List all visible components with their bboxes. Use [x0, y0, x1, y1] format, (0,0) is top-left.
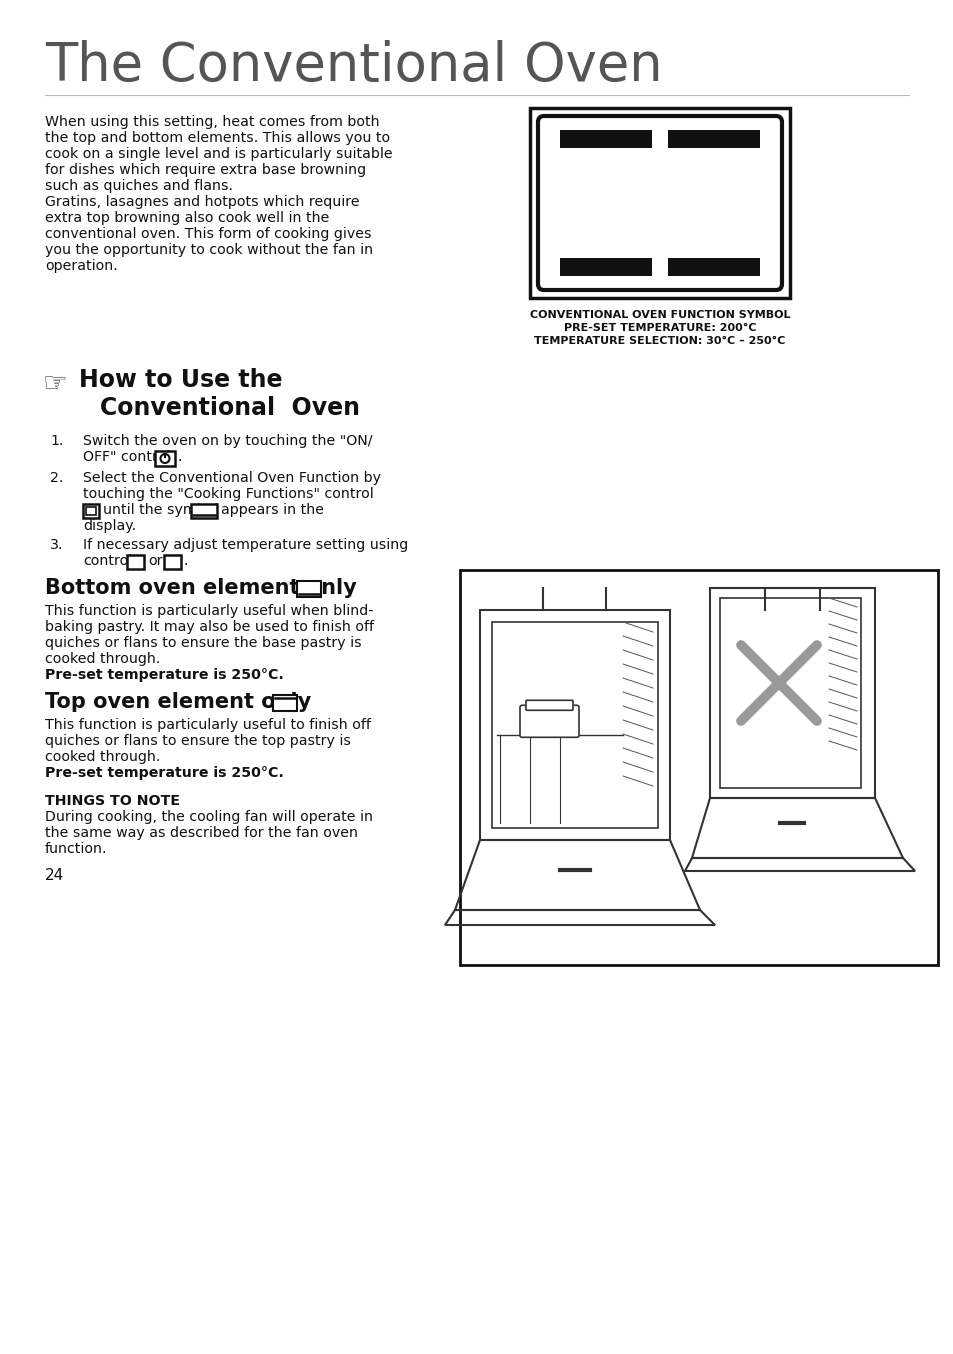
Bar [191, 504, 216, 519]
Text: If necessary adjust temperature setting using: If necessary adjust temperature setting … [83, 538, 408, 552]
Text: appears in the: appears in the [221, 502, 324, 517]
Text: quiches or flans to ensure the base pastry is: quiches or flans to ensure the base past… [45, 636, 361, 650]
FancyBboxPatch shape [537, 116, 781, 290]
Text: Gratins, lasagnes and hotpots which require: Gratins, lasagnes and hotpots which requ… [45, 195, 359, 209]
Text: Bottom oven element only: Bottom oven element only [45, 578, 356, 598]
Text: 3.: 3. [50, 538, 64, 552]
Text: TEMPERATURE SELECTION: 30°C – 250°C: TEMPERATURE SELECTION: 30°C – 250°C [534, 336, 785, 347]
Text: function.: function. [45, 842, 108, 856]
Text: The Conventional Oven: The Conventional Oven [45, 41, 662, 92]
Bar [83, 504, 99, 519]
Text: PRE-SET TEMPERATURE: 200°C: PRE-SET TEMPERATURE: 200°C [563, 324, 756, 333]
Text: control: control [83, 554, 132, 567]
Text: −: − [167, 555, 178, 569]
Text: cooked through.: cooked through. [45, 750, 160, 764]
Text: until the symbol: until the symbol [103, 502, 218, 517]
Bar [709, 588, 874, 798]
Text: 2.: 2. [50, 471, 63, 485]
Text: quiches or flans to ensure the top pastry is: quiches or flans to ensure the top pastr… [45, 734, 351, 747]
Text: 1.: 1. [50, 435, 63, 448]
Bar [667, 259, 760, 276]
Text: During cooking, the cooling fan will operate in: During cooking, the cooling fan will ope… [45, 810, 373, 825]
Text: Switch the oven on by touching the "ON/: Switch the oven on by touching the "ON/ [83, 435, 372, 448]
Bar [667, 130, 760, 148]
Bar [559, 259, 651, 276]
Text: OFF" control: OFF" control [83, 450, 170, 464]
Bar [459, 570, 937, 965]
Bar [479, 611, 669, 839]
Text: conventional oven. This form of cooking gives: conventional oven. This form of cooking … [45, 227, 371, 241]
Text: ☞: ☞ [43, 370, 68, 398]
Text: Conventional  Oven: Conventional Oven [100, 395, 359, 420]
Bar [559, 130, 651, 148]
FancyBboxPatch shape [519, 705, 578, 738]
Text: the same way as described for the fan oven: the same way as described for the fan ov… [45, 826, 357, 839]
Text: you the opportunity to cook without the fan in: you the opportunity to cook without the … [45, 242, 373, 257]
Bar [127, 555, 144, 569]
Text: This function is particularly useful when blind-: This function is particularly useful whe… [45, 604, 374, 617]
Text: for dishes which require extra base browning: for dishes which require extra base brow… [45, 162, 366, 177]
Text: Pre-set temperature is 250°C.: Pre-set temperature is 250°C. [45, 766, 284, 780]
Text: This function is particularly useful to finish off: This function is particularly useful to … [45, 718, 371, 733]
Bar [154, 451, 174, 466]
Text: CONVENTIONAL OVEN FUNCTION SYMBOL: CONVENTIONAL OVEN FUNCTION SYMBOL [529, 310, 789, 320]
Bar [492, 621, 658, 829]
Text: extra top browning also cook well in the: extra top browning also cook well in the [45, 211, 329, 225]
Text: 24: 24 [45, 868, 64, 883]
Text: or: or [148, 554, 162, 567]
Text: Select the Conventional Oven Function by: Select the Conventional Oven Function by [83, 471, 380, 485]
Text: Pre-set temperature is 250°C.: Pre-set temperature is 250°C. [45, 668, 284, 682]
Bar [530, 108, 789, 298]
Text: THINGS TO NOTE: THINGS TO NOTE [45, 793, 180, 808]
Text: touching the "Cooking Functions" control: touching the "Cooking Functions" control [83, 487, 374, 501]
Text: display.: display. [83, 519, 136, 533]
Text: cooked through.: cooked through. [45, 653, 160, 666]
Text: operation.: operation. [45, 259, 117, 274]
Text: the top and bottom elements. This allows you to: the top and bottom elements. This allows… [45, 131, 390, 145]
Bar [86, 506, 96, 515]
Text: Top oven element only: Top oven element only [45, 692, 311, 712]
Bar [720, 598, 861, 788]
Bar [296, 581, 320, 597]
Text: When using this setting, heat comes from both: When using this setting, heat comes from… [45, 115, 379, 129]
Text: +: + [130, 555, 141, 569]
Bar [164, 555, 181, 569]
FancyBboxPatch shape [525, 700, 573, 711]
Text: How to Use the: How to Use the [79, 368, 282, 393]
Text: such as quiches and flans.: such as quiches and flans. [45, 179, 233, 194]
Bar [273, 695, 296, 711]
Text: baking pastry. It may also be used to finish off: baking pastry. It may also be used to fi… [45, 620, 374, 634]
Text: .: . [178, 450, 182, 464]
Text: cook on a single level and is particularly suitable: cook on a single level and is particular… [45, 148, 393, 161]
Text: .: . [184, 554, 189, 567]
